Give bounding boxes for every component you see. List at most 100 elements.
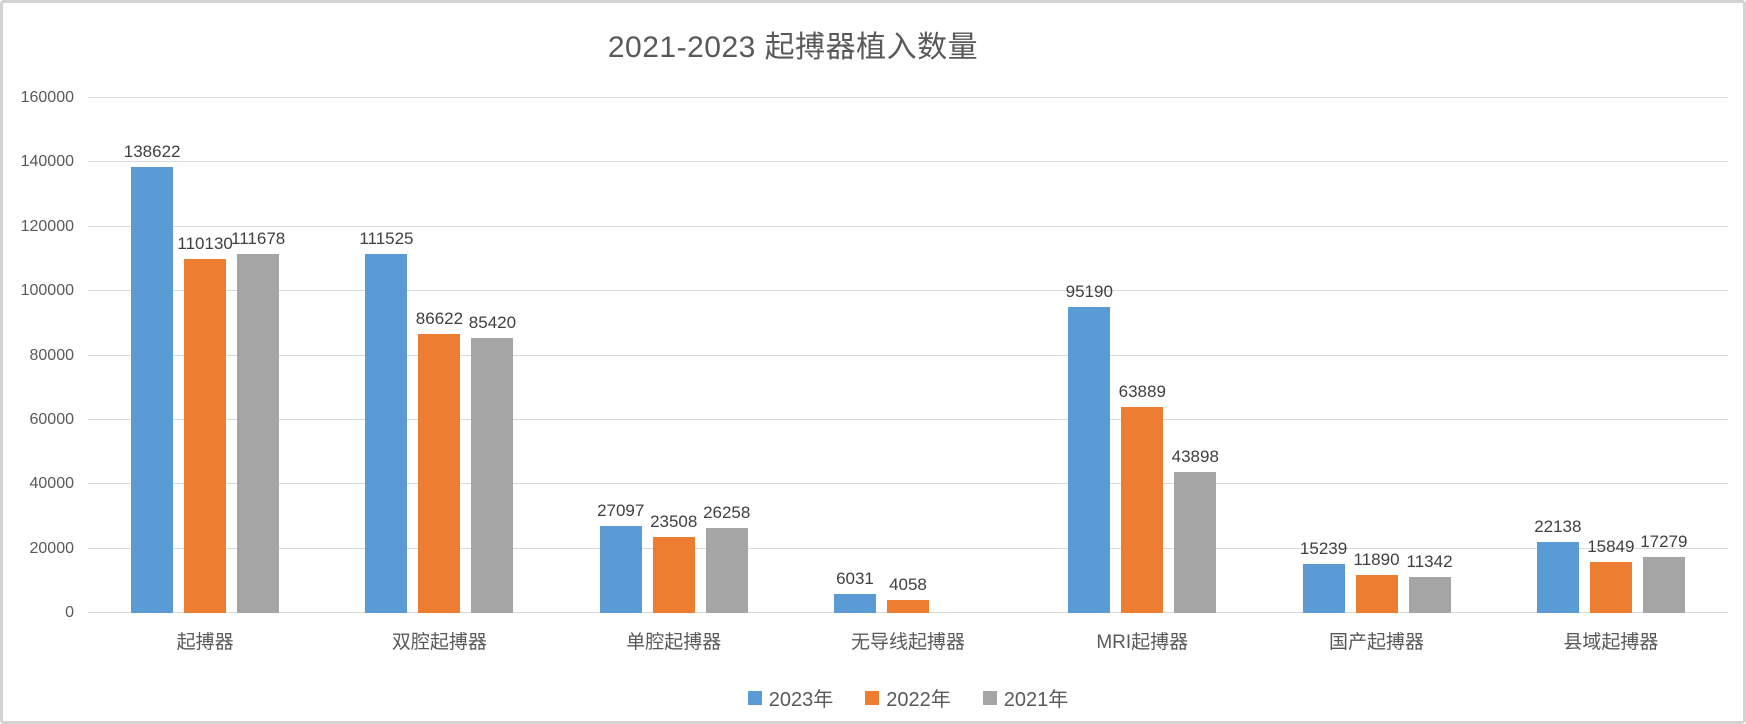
bar-slot: 27097 [597,501,644,613]
bar-slot: 85420 [469,313,516,613]
bar-2023年-单腔起搏器: 27097 [597,501,644,613]
y-axis-tick-label: 140000 [20,153,74,171]
bar-2021年-起搏器: 111678 [231,229,285,613]
bar-2023年-起搏器: 138622 [124,142,181,613]
bar-2023年-MRI起搏器: 95190 [1066,282,1113,613]
bar-group: 6031 4058 [791,98,1025,613]
gridline [88,161,1728,163]
legend-label: 2023年 [768,689,834,711]
data-label: 85420 [468,313,517,333]
y-axis-tick-label: 80000 [29,346,75,364]
y-axis-tick-label: 100000 [20,282,74,300]
x-axis-category-label: 起搏器 [176,632,234,653]
data-label: 63889 [1118,382,1166,402]
bar-2022年-无导线起搏器: 4058 [886,575,929,613]
data-label: 111525 [359,229,414,249]
gridline [88,225,1728,227]
y-axis-tick-label: 40000 [29,475,75,493]
bar-slot: 23508 [650,512,697,613]
y-axis-tick-label: 160000 [20,89,74,106]
bar-2021年-县域起搏器: 17279 [1640,532,1687,613]
chart-title: 2021-2023 起搏器植入数量 [607,31,979,64]
x-axis-category-label: 双腔起搏器 [391,632,487,653]
bar-slot: 11342 [1407,552,1453,613]
x-axis: 起搏器 双腔起搏器 单腔起搏器 无导线起搏器 MRI起搏器 国产起搏器 县域起搏器 [88,627,1728,654]
legend-swatch-icon [865,690,880,705]
data-label: 43898 [1171,446,1219,466]
data-label: 11890 [1353,549,1400,569]
data-label: 27097 [597,500,645,520]
data-label: 95190 [1065,281,1113,301]
gridline [88,290,1728,292]
data-label: 23508 [650,512,698,532]
y-axis-tick-label: 60000 [29,410,75,428]
bar-2022年-起搏器: 110130 [177,234,233,613]
bars-layer: 138622 110130 111678 111525 86622 85420 27097 2… [88,98,1728,613]
bar-2023年-双腔起搏器: 111525 [359,229,414,613]
bar-2022年-MRI起搏器: 63889 [1119,382,1166,613]
legend-label: 2022年 [886,689,951,711]
gridline [88,418,1728,420]
x-axis-category-label: MRI起搏器 [1096,632,1189,653]
bar-2021年-双腔起搏器: 85420 [469,313,516,613]
bar-group: 95190 63889 43898 [1025,98,1259,613]
legend: 2023年 2022年 2021年 [88,683,1728,712]
bar-slot: 15849 [1587,537,1634,613]
gridline [88,354,1728,356]
x-axis-category-label: 国产起搏器 [1329,632,1425,653]
legend-label: 2021年 [1003,689,1069,711]
bar-slot: 6031 [833,569,876,613]
gridline [88,547,1728,549]
bar-2022年-县域起搏器: 15849 [1587,537,1634,613]
bar-slot: 11890 [1354,550,1400,613]
data-label: 22138 [1534,516,1582,536]
bar-slot: 43898 [1172,447,1219,613]
data-label: 4058 [889,574,927,594]
bar-2023年-国产起搏器: 15239 [1300,539,1347,613]
bar-slot: 110130 [177,234,233,613]
bar-slot: 86622 [416,309,463,613]
bar-slot: 22138 [1534,517,1581,613]
x-axis-category-label: 县域起搏器 [1563,632,1659,653]
data-label: 110130 [177,233,233,253]
gridline [88,97,1728,98]
bar-group: 15239 11890 11342 [1259,98,1493,613]
legend-swatch-icon [747,690,762,705]
bar-slot: 111525 [359,229,414,613]
data-label: 86622 [415,309,464,329]
y-axis-tick-label: 120000 [20,217,74,235]
bar-group: 138622 110130 111678 [88,98,322,613]
x-axis-category-label: 单腔起搏器 [626,632,722,653]
bar-slot: 138622 [124,142,181,613]
bar-slot: 63889 [1119,382,1166,613]
x-axis-category-label: 无导线起搏器 [850,632,965,653]
data-label: 17279 [1640,532,1688,552]
bar-slot: 17279 [1640,532,1687,613]
bar-group: 27097 23508 26258 [557,98,791,613]
data-label: 138622 [123,141,181,161]
bar-2021年-国产起搏器: 11342 [1407,552,1453,613]
data-label: 6031 [836,568,874,588]
bar-group: 22138 15849 17279 [1494,98,1728,613]
y-axis-tick-label: 20000 [29,539,75,557]
bar-2023年-县域起搏器: 22138 [1534,517,1581,613]
plot-area: 0 20000 40000 60000 80000 100000 120000 140000 1… [21,89,1728,621]
bar-2023年-无导线起搏器: 6031 [833,569,876,613]
bar-slot: 111678 [231,229,285,613]
data-label: 26258 [703,503,751,523]
bar-2021年-单腔起搏器: 26258 [703,503,750,613]
bar-2022年-单腔起搏器: 23508 [650,512,697,613]
bar-2022年-国产起搏器: 11890 [1354,550,1400,613]
bar-slot: 95190 [1066,282,1113,613]
y-axis-tick-label: 0 [65,604,74,621]
bar-2021年-MRI起搏器: 43898 [1172,447,1219,613]
bar-slot: 15239 [1300,539,1347,613]
data-label: 111678 [231,228,286,248]
gridline [88,483,1728,485]
bar-2022年-双腔起搏器: 86622 [416,309,463,613]
bar-slot: 26258 [703,503,750,613]
legend-item-2022年: 2022年 [865,683,951,712]
bar-group: 111525 86622 85420 [322,98,556,613]
legend-item-2023年: 2023年 [747,683,834,712]
